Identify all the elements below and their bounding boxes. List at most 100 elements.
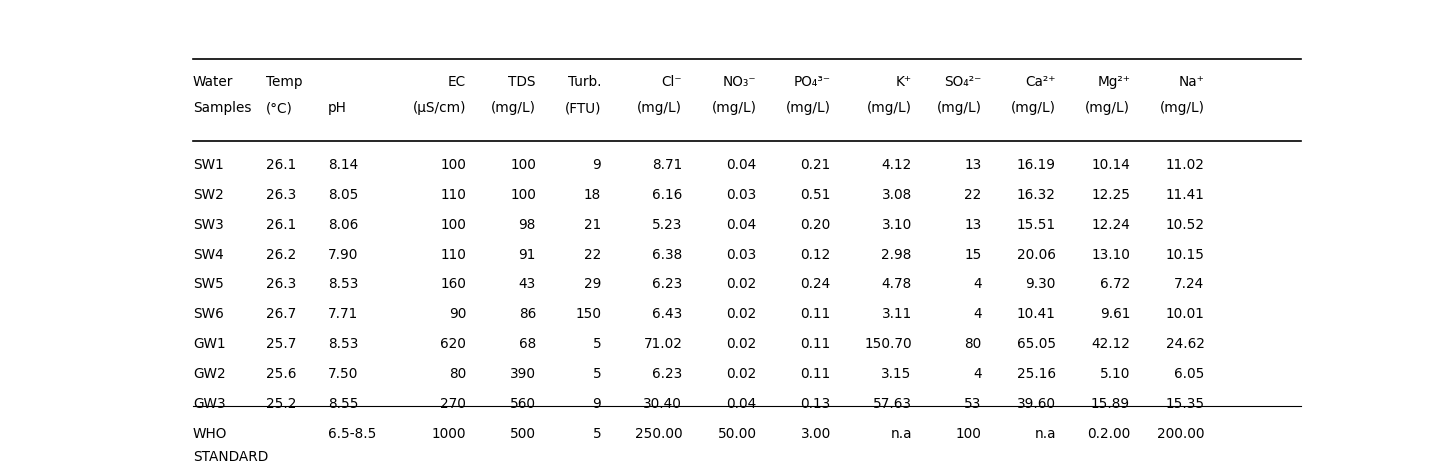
Text: 0.51: 0.51 — [800, 188, 831, 202]
Text: 25.6: 25.6 — [266, 367, 296, 381]
Text: 6.05: 6.05 — [1175, 367, 1204, 381]
Text: 8.05: 8.05 — [328, 188, 359, 202]
Text: (mg/L): (mg/L) — [937, 101, 982, 115]
Text: 26.2: 26.2 — [266, 247, 296, 262]
Text: 10.01: 10.01 — [1166, 307, 1204, 321]
Text: 0.21: 0.21 — [800, 158, 831, 172]
Text: 100: 100 — [440, 218, 466, 232]
Text: Ca²⁺: Ca²⁺ — [1025, 75, 1056, 89]
Text: 26.3: 26.3 — [266, 188, 296, 202]
Text: 20.06: 20.06 — [1016, 247, 1056, 262]
Text: Samples: Samples — [193, 101, 251, 115]
Text: 160: 160 — [440, 278, 466, 291]
Text: 5.10: 5.10 — [1099, 367, 1130, 381]
Text: 6.16: 6.16 — [652, 188, 682, 202]
Text: 5.23: 5.23 — [652, 218, 682, 232]
Text: 80: 80 — [449, 367, 466, 381]
Text: 8.06: 8.06 — [328, 218, 359, 232]
Text: (FTU): (FTU) — [565, 101, 601, 115]
Text: 10.52: 10.52 — [1166, 218, 1204, 232]
Text: 7.24: 7.24 — [1175, 278, 1204, 291]
Text: 0.12: 0.12 — [800, 247, 831, 262]
Text: GW1: GW1 — [193, 337, 225, 351]
Text: 26.1: 26.1 — [266, 158, 296, 172]
Text: 13: 13 — [964, 218, 982, 232]
Text: 6.43: 6.43 — [652, 307, 682, 321]
Text: K⁺: K⁺ — [896, 75, 912, 89]
Text: 100: 100 — [955, 427, 982, 441]
Text: SW1: SW1 — [193, 158, 224, 172]
Text: 6.38: 6.38 — [652, 247, 682, 262]
Text: 4.12: 4.12 — [881, 158, 912, 172]
Text: SO₄²⁻: SO₄²⁻ — [944, 75, 982, 89]
Text: 0.03: 0.03 — [726, 188, 756, 202]
Text: SW5: SW5 — [193, 278, 224, 291]
Text: (mg/L): (mg/L) — [1011, 101, 1056, 115]
Text: 0.2.00: 0.2.00 — [1088, 427, 1130, 441]
Text: 6.5-8.5: 6.5-8.5 — [328, 427, 376, 441]
Text: 68: 68 — [518, 337, 536, 351]
Text: 0.11: 0.11 — [800, 307, 831, 321]
Text: SW2: SW2 — [193, 188, 224, 202]
Text: 43: 43 — [518, 278, 536, 291]
Text: 0.03: 0.03 — [726, 247, 756, 262]
Text: 0.04: 0.04 — [726, 158, 756, 172]
Text: Mg²⁺: Mg²⁺ — [1098, 75, 1130, 89]
Text: 15: 15 — [964, 247, 982, 262]
Text: TDS: TDS — [508, 75, 536, 89]
Text: 86: 86 — [518, 307, 536, 321]
Text: 0.20: 0.20 — [800, 218, 831, 232]
Text: 0.24: 0.24 — [800, 278, 831, 291]
Text: 620: 620 — [440, 337, 466, 351]
Text: 65.05: 65.05 — [1016, 337, 1056, 351]
Text: 11.41: 11.41 — [1166, 188, 1204, 202]
Text: 22: 22 — [584, 247, 601, 262]
Text: 150.70: 150.70 — [864, 337, 912, 351]
Text: 22: 22 — [964, 188, 982, 202]
Text: 4: 4 — [973, 367, 982, 381]
Text: 25.2: 25.2 — [266, 397, 296, 411]
Text: 6.72: 6.72 — [1099, 278, 1130, 291]
Text: 560: 560 — [510, 397, 536, 411]
Text: SW4: SW4 — [193, 247, 224, 262]
Text: (mg/L): (mg/L) — [1085, 101, 1130, 115]
Text: 8.55: 8.55 — [328, 397, 359, 411]
Text: 90: 90 — [449, 307, 466, 321]
Text: (mg/L): (mg/L) — [711, 101, 756, 115]
Text: 4: 4 — [973, 307, 982, 321]
Text: 100: 100 — [510, 188, 536, 202]
Text: 5: 5 — [592, 337, 601, 351]
Text: (mg/L): (mg/L) — [867, 101, 912, 115]
Text: 15.35: 15.35 — [1166, 397, 1204, 411]
Text: 110: 110 — [440, 247, 466, 262]
Text: 13.10: 13.10 — [1092, 247, 1130, 262]
Text: 7.90: 7.90 — [328, 247, 359, 262]
Text: 12.24: 12.24 — [1092, 218, 1130, 232]
Text: 91: 91 — [518, 247, 536, 262]
Text: 270: 270 — [440, 397, 466, 411]
Text: WHO: WHO — [193, 427, 227, 441]
Text: 8.71: 8.71 — [652, 158, 682, 172]
Text: 3.15: 3.15 — [881, 367, 912, 381]
Text: (mg/L): (mg/L) — [786, 101, 831, 115]
Text: (°C): (°C) — [266, 101, 293, 115]
Text: 18: 18 — [584, 188, 601, 202]
Text: 80: 80 — [964, 337, 982, 351]
Text: 0.04: 0.04 — [726, 218, 756, 232]
Text: 390: 390 — [510, 367, 536, 381]
Text: GW3: GW3 — [193, 397, 225, 411]
Text: n.a: n.a — [890, 427, 912, 441]
Text: 6.23: 6.23 — [652, 367, 682, 381]
Text: 42.12: 42.12 — [1092, 337, 1130, 351]
Text: n.a: n.a — [1034, 427, 1056, 441]
Text: 9.30: 9.30 — [1025, 278, 1056, 291]
Text: 3.08: 3.08 — [881, 188, 912, 202]
Text: 9: 9 — [592, 397, 601, 411]
Text: 30.40: 30.40 — [643, 397, 682, 411]
Text: 250.00: 250.00 — [635, 427, 682, 441]
Text: 5: 5 — [592, 427, 601, 441]
Text: 53: 53 — [964, 397, 982, 411]
Text: 12.25: 12.25 — [1090, 188, 1130, 202]
Text: 0.02: 0.02 — [726, 307, 756, 321]
Text: (µS/cm): (µS/cm) — [412, 101, 466, 115]
